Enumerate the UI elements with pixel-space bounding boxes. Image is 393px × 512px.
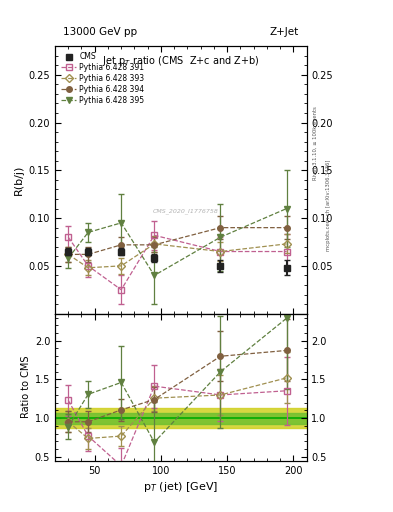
Text: Jet p$_T$ ratio (CMS  Z+c and Z+b): Jet p$_T$ ratio (CMS Z+c and Z+b) bbox=[102, 54, 260, 68]
X-axis label: p$_T$ (jet) [GeV]: p$_T$ (jet) [GeV] bbox=[143, 480, 219, 494]
Legend: CMS, Pythia 6.428 391, Pythia 6.428 393, Pythia 6.428 394, Pythia 6.428 395: CMS, Pythia 6.428 391, Pythia 6.428 393,… bbox=[59, 50, 147, 107]
Text: 13000 GeV pp: 13000 GeV pp bbox=[63, 27, 137, 37]
Text: Rivet 3.1.10, ≥ 100k events: Rivet 3.1.10, ≥ 100k events bbox=[312, 106, 318, 180]
Text: CMS_2020_I1776758: CMS_2020_I1776758 bbox=[153, 208, 219, 214]
Y-axis label: R(b/j): R(b/j) bbox=[15, 165, 24, 195]
Text: mcplots.cern.ch [arXiv:1306.3436]: mcplots.cern.ch [arXiv:1306.3436] bbox=[326, 159, 331, 250]
Text: Z+Jet: Z+Jet bbox=[270, 27, 299, 37]
Y-axis label: Ratio to CMS: Ratio to CMS bbox=[20, 356, 31, 418]
